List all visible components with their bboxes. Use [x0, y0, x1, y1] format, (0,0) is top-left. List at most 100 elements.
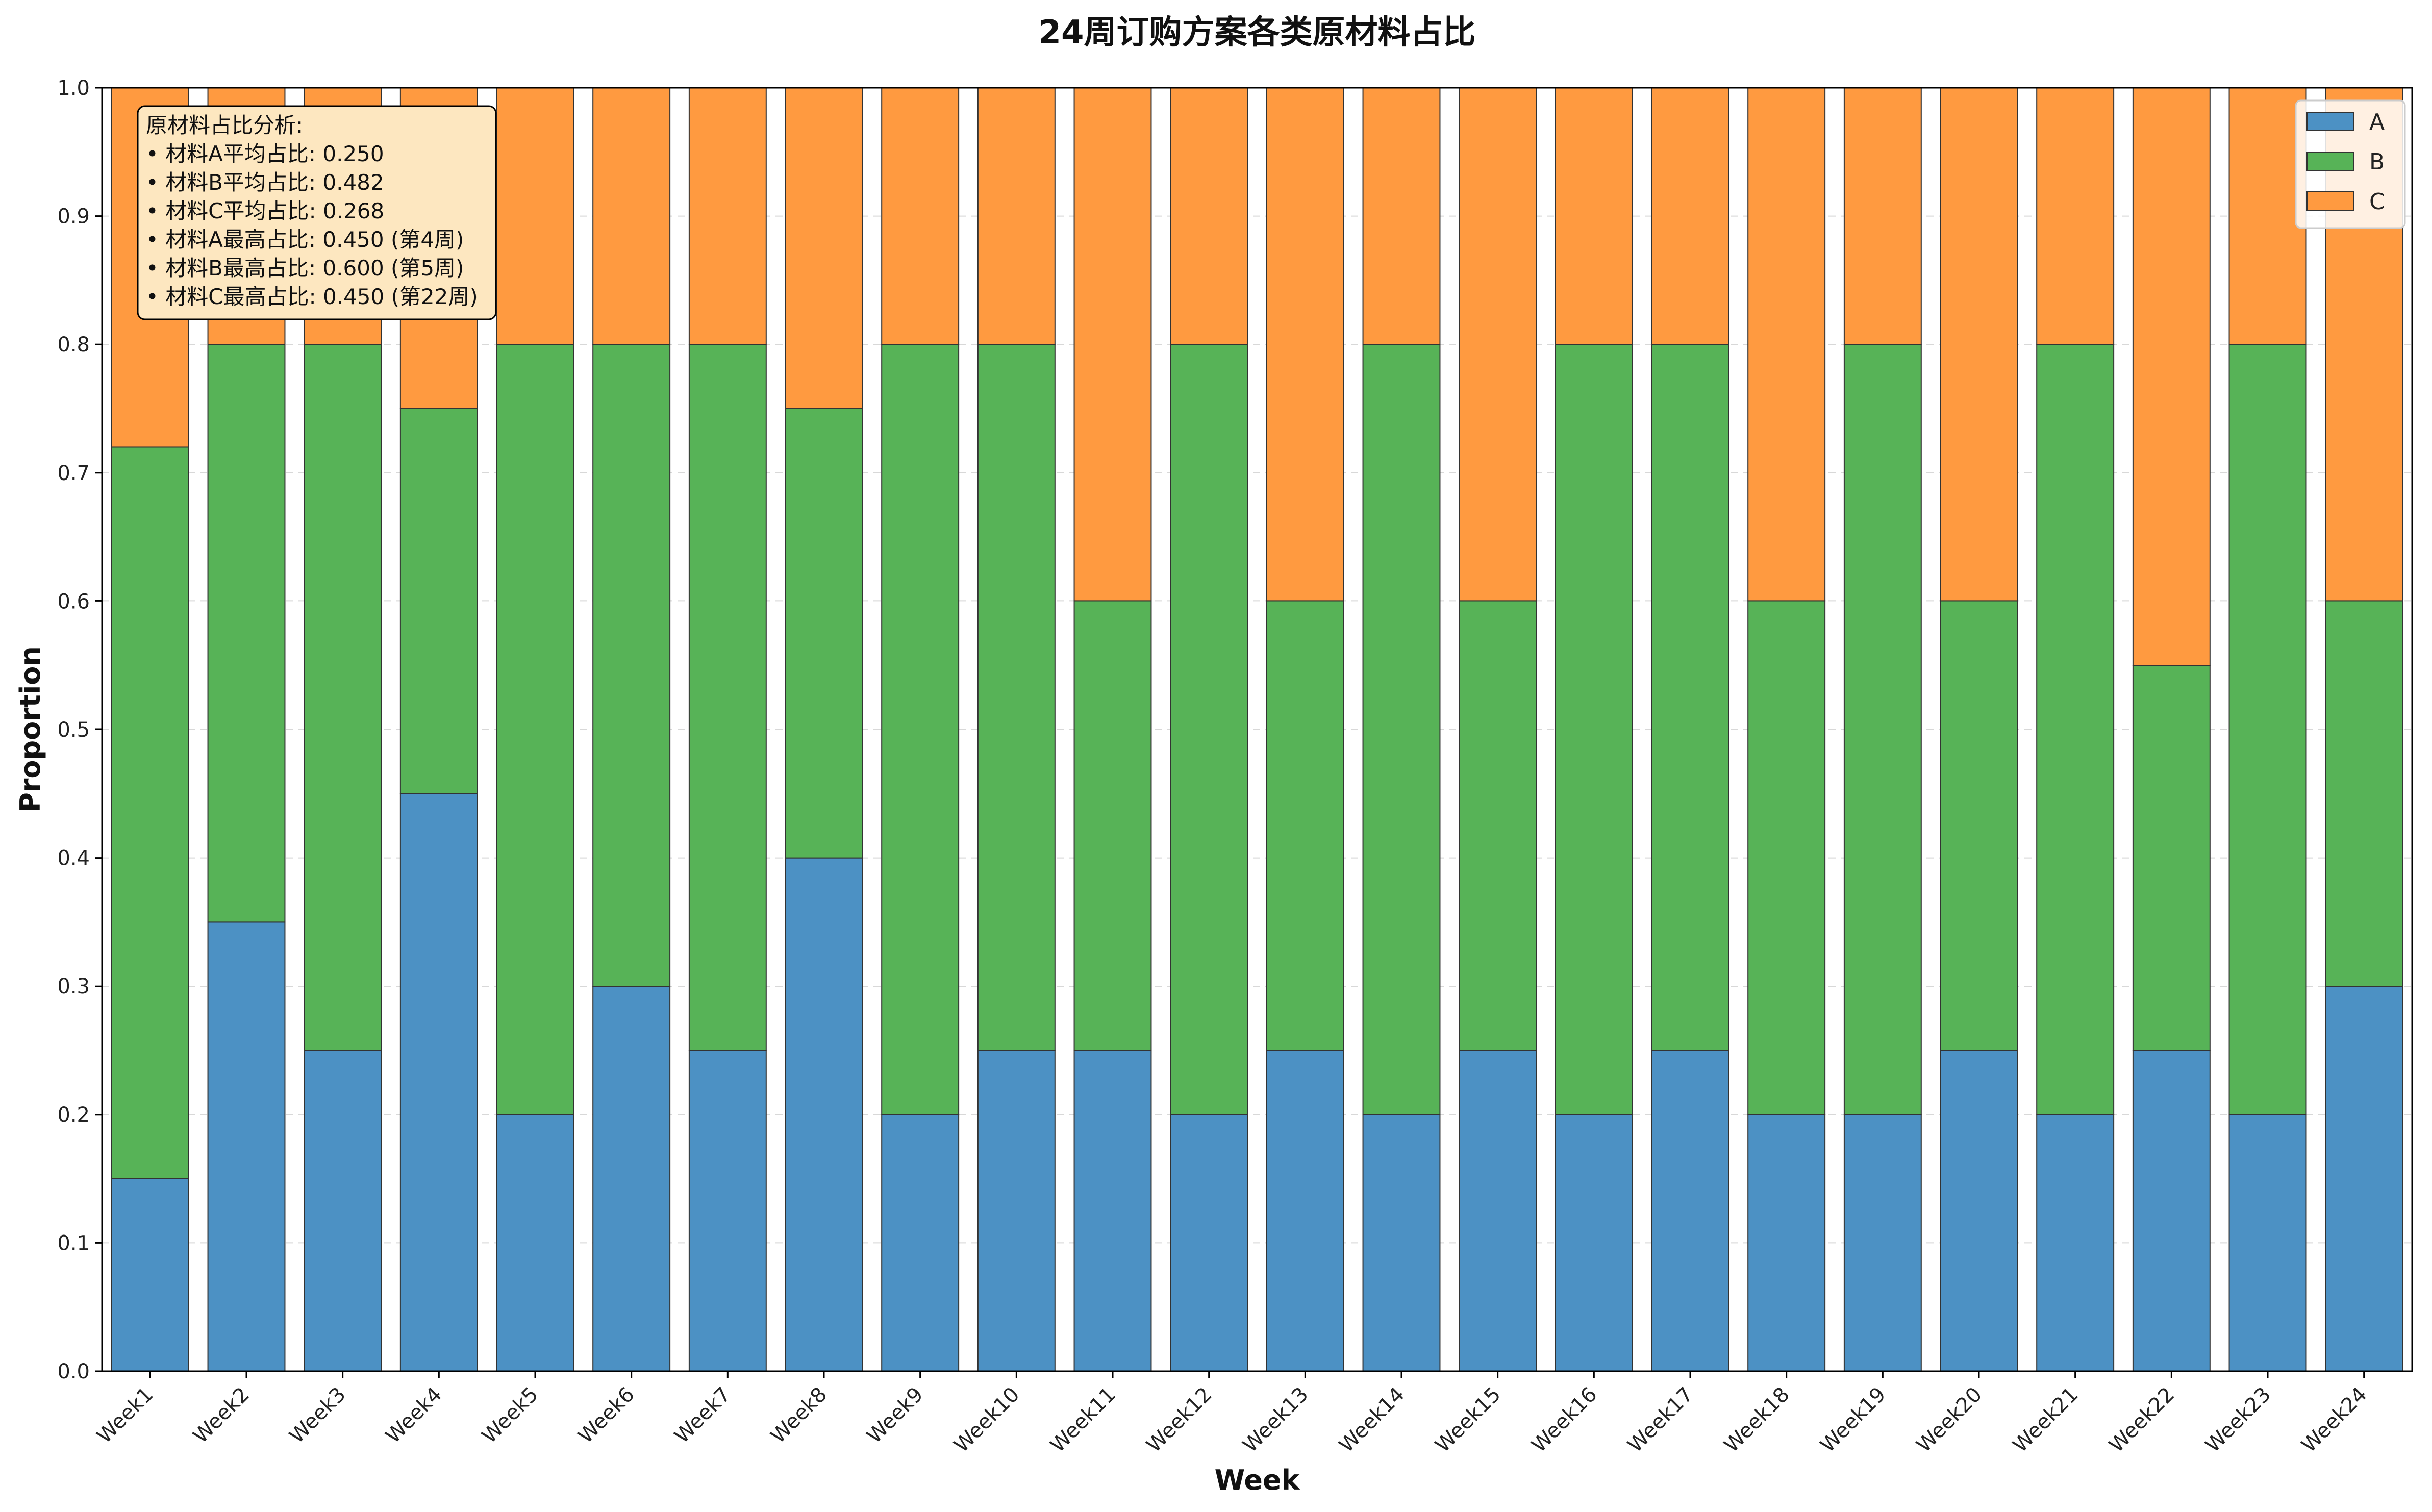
bar-segment-a — [1555, 1114, 1633, 1372]
bar-segment-b — [1362, 344, 1441, 1115]
legend-label-a: A — [2369, 109, 2385, 135]
bar-segment-c — [1266, 87, 1344, 602]
bar-segment-c — [785, 87, 863, 409]
bar-segment-b — [1073, 600, 1152, 1051]
bar-segment-c — [1651, 87, 1729, 345]
bar-segment-c — [592, 87, 671, 345]
y-tick-label: 0.7 — [57, 462, 90, 485]
bar-segment-a — [592, 986, 671, 1372]
y-axis: 0.0 0.1 0.2 0.3 0.4 0.5 0.6 0.7 0.8 0.9 1.0 — [57, 77, 102, 1383]
bar-segment-b — [688, 344, 767, 1051]
annotation-background — [137, 105, 497, 320]
bar-segment-b — [592, 344, 671, 987]
legend-swatch-b — [2306, 152, 2354, 171]
y-tick-label: 0.0 — [57, 1360, 90, 1383]
annotation-line: • 材料B平均占比: 0.482 — [146, 170, 384, 195]
bar-segment-b — [399, 408, 478, 794]
annotation-line: • 材料C最高占比: 0.450 (第22周) — [146, 284, 478, 309]
bar-segment-c — [881, 87, 960, 345]
annotation-line: • 材料B最高占比: 0.600 (第5周) — [146, 256, 464, 281]
legend: ABC — [2295, 99, 2406, 229]
bar-segment-c — [1940, 87, 2018, 602]
annotation-line: • 材料A最高占比: 0.450 (第4周) — [146, 227, 464, 252]
y-tick-label: 1.0 — [57, 77, 90, 100]
bar-segment-c — [1073, 87, 1152, 602]
x-tick-label: Week3 — [285, 1383, 350, 1448]
grid-lines — [102, 215, 2412, 1244]
bar-segment-c — [688, 87, 767, 345]
x-tick-label: Week7 — [670, 1383, 735, 1448]
bar-segment-a — [1170, 1114, 1248, 1372]
bar-segment-a — [1940, 1050, 2018, 1372]
bar-segment-b — [2325, 600, 2403, 987]
bar-segment-a — [2325, 986, 2403, 1372]
bar-segment-c — [1843, 87, 1922, 345]
bar-segment-b — [785, 408, 863, 859]
bar-segment-b — [1747, 600, 1826, 1115]
x-tick-label: Week5 — [478, 1383, 543, 1448]
bar-segment-b — [1266, 600, 1344, 1051]
bar-segment-b — [977, 344, 1056, 1051]
bar-segment-b — [111, 446, 189, 1179]
bar-segment-a — [881, 1114, 960, 1372]
y-tick-label: 0.4 — [57, 847, 90, 870]
y-tick-label: 0.9 — [57, 205, 90, 229]
bar-segment-a — [2036, 1114, 2115, 1372]
x-tick-label: Week17 — [1623, 1383, 1698, 1457]
bar-segment-b — [1170, 344, 1248, 1115]
bar-segment-c — [1555, 87, 1633, 345]
legend-swatch-a — [2306, 112, 2354, 131]
bar-segment-a — [399, 793, 478, 1372]
bar-segment-a — [1747, 1114, 1826, 1372]
bar-segment-a — [1651, 1050, 1729, 1372]
y-tick-label: 0.5 — [57, 718, 90, 742]
bar-segment-b — [1459, 600, 1537, 1051]
bar-segment-a — [111, 1178, 189, 1372]
bar-segment-b — [207, 344, 286, 923]
bar-segment-a — [1073, 1050, 1152, 1372]
bar-segment-a — [2132, 1050, 2211, 1372]
bar-segment-b — [1843, 344, 1922, 1115]
y-tick-label: 0.3 — [57, 975, 90, 998]
x-tick-label: Week1 — [92, 1383, 158, 1448]
bar-segment-a — [977, 1050, 1056, 1372]
x-tick-label: Week22 — [2104, 1383, 2179, 1457]
bar-segment-b — [1555, 344, 1633, 1115]
legend-label-c: C — [2369, 189, 2385, 215]
bar-segment-b — [881, 344, 960, 1115]
x-axis: Week1 Week2 Week3 Week4 Week5 Week6 Week7 Week8… — [92, 1371, 2372, 1457]
x-tick-label: Week6 — [574, 1383, 639, 1448]
bar-segment-b — [304, 344, 382, 1051]
chart-title: 24周订购方案各类原材料占比 — [1038, 14, 1475, 52]
bar-segment-b — [2132, 665, 2211, 1051]
bar-segment-b — [1940, 600, 2018, 1051]
y-tick-label: 0.1 — [57, 1231, 90, 1255]
bar-segment-c — [1362, 87, 1441, 345]
bars — [111, 87, 2403, 1372]
y-axis-label: Proportion — [14, 646, 46, 813]
x-tick-label: Week23 — [2201, 1383, 2275, 1457]
bar-segment-c — [2132, 87, 2211, 666]
annotation-line: • 材料A平均占比: 0.250 — [146, 141, 384, 166]
bar-segment-c — [977, 87, 1056, 345]
x-tick-label: Week16 — [1527, 1383, 1601, 1457]
x-tick-label: Week21 — [2009, 1383, 2083, 1457]
bar-segment-a — [2228, 1114, 2307, 1372]
x-tick-label: Week10 — [949, 1383, 1024, 1457]
legend-label-b: B — [2369, 149, 2385, 175]
bar-segment-a — [785, 857, 863, 1372]
bar-segment-a — [496, 1114, 574, 1372]
bar-segment-a — [304, 1050, 382, 1372]
x-tick-label: Week19 — [1816, 1383, 1890, 1457]
x-tick-label: Week15 — [1431, 1383, 1506, 1457]
x-axis-label: Week — [1215, 1464, 1300, 1496]
x-tick-label: Week12 — [1142, 1383, 1217, 1457]
bar-segment-b — [2228, 344, 2307, 1115]
x-tick-label: Week20 — [1912, 1383, 1987, 1457]
legend-swatch-c — [2306, 191, 2354, 211]
bar-segment-a — [1459, 1050, 1537, 1372]
y-tick-label: 0.8 — [57, 333, 90, 357]
x-tick-label: Week8 — [766, 1383, 832, 1448]
x-tick-label: Week13 — [1238, 1383, 1313, 1457]
